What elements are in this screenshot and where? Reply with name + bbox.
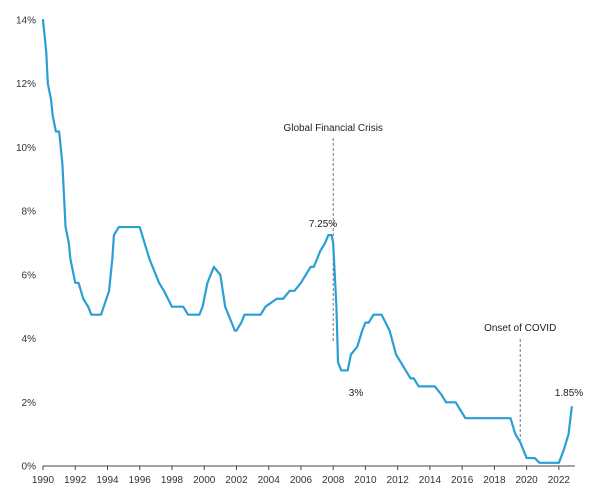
x-tick-label: 2016: [451, 475, 474, 486]
series-group: [43, 20, 572, 463]
x-tick-label: 2010: [354, 475, 377, 486]
x-tick-label: 1992: [64, 475, 87, 486]
data-labels: 7.25% 3% 1.85%: [309, 219, 583, 399]
y-tick-label: 6%: [22, 270, 37, 281]
x-tick-label: 2022: [548, 475, 571, 486]
chart-container: 0% 2% 4% 6% 8% 10% 12% 14% 1990 1992 1994 1996 1998…: [0, 0, 600, 492]
x-tick-label: 2012: [387, 475, 410, 486]
y-tick-label: 10%: [16, 143, 36, 154]
series-line-0: [43, 20, 572, 463]
x-tick-label: 2020: [516, 475, 539, 486]
y-tick-label: 4%: [22, 334, 37, 345]
x-tick-label: 2008: [322, 475, 345, 486]
line-chart: 0% 2% 4% 6% 8% 10% 12% 14% 1990 1992 1994 1996 1998…: [0, 0, 600, 492]
x-tick-label: 1994: [96, 475, 119, 486]
x-tick-label: 2004: [258, 475, 281, 486]
y-tick-label: 14%: [16, 16, 36, 27]
y-tick-label: 0%: [22, 462, 37, 473]
x-tick-label: 1998: [161, 475, 184, 486]
covid-annotation-label: Onset of COVID: [484, 323, 556, 334]
y-tick-label: 2%: [22, 398, 37, 409]
y-tick-label: 8%: [22, 207, 37, 218]
low-data-label: 3%: [349, 388, 364, 399]
peak-data-label: 7.25%: [309, 219, 337, 230]
annotations: Global Financial Crisis Onset of COVID: [283, 123, 556, 444]
x-tick-label: 2018: [483, 475, 506, 486]
x-tick-label: 2002: [225, 475, 248, 486]
x-tick-label: 1996: [129, 475, 152, 486]
y-axis: 0% 2% 4% 6% 8% 10% 12% 14%: [16, 16, 36, 473]
x-tick-label: 2014: [419, 475, 442, 486]
x-axis: 1990 1992 1994 1996 1998 2000 2002 2004 2006 2008…: [32, 466, 571, 486]
x-tick-label: 2000: [193, 475, 216, 486]
y-tick-label: 12%: [16, 79, 36, 90]
x-tick-label: 1990: [32, 475, 55, 486]
x-tick-label: 2006: [290, 475, 313, 486]
gfc-annotation-label: Global Financial Crisis: [283, 123, 382, 134]
end-data-label: 1.85%: [555, 388, 583, 399]
